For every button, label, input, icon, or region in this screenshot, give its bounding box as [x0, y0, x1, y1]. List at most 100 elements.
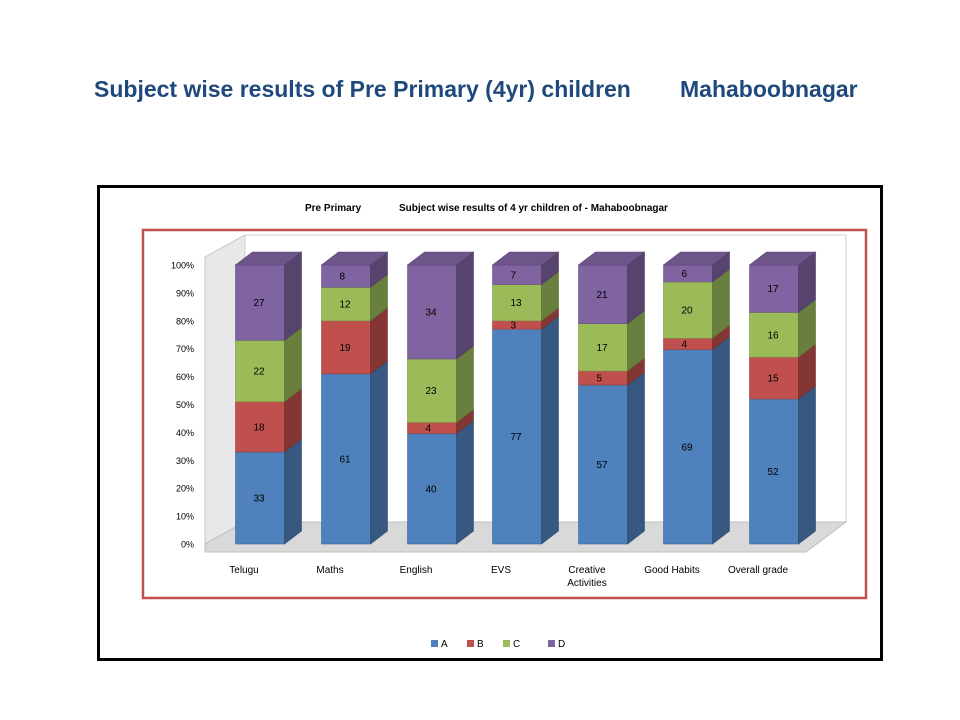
bar-segment: 7: [491, 251, 560, 286]
bar-front: [663, 281, 713, 339]
legend-item: A: [431, 639, 448, 650]
bar-segment: 27: [234, 251, 303, 341]
bar-segment: 33: [235, 438, 302, 545]
x-tick-label: EVS: [491, 565, 511, 576]
bar-segment: 19: [321, 307, 388, 375]
bar-stack: 69 4 20 6: [662, 251, 731, 545]
y-tick-label: 40%: [176, 428, 194, 438]
bar-segment: 13: [492, 270, 559, 322]
bar-front: [492, 320, 542, 330]
data-label: 15: [768, 373, 780, 384]
bar-front: [235, 451, 285, 545]
legend-swatch: [431, 640, 438, 647]
legend-item: B: [467, 639, 484, 650]
bar-side: [456, 251, 474, 360]
bar-front: [578, 264, 628, 324]
bar-front: [578, 370, 628, 386]
data-label: 69: [682, 442, 694, 453]
bar-segment: 61: [321, 360, 388, 545]
legend-item: D: [548, 639, 565, 650]
x-axis: Telugu Maths English EVS Creative Activities G…: [229, 565, 788, 589]
data-label: 34: [426, 307, 438, 318]
data-label: 17: [597, 343, 609, 354]
legend-swatch: [548, 640, 555, 647]
bar-segment: 20: [663, 268, 730, 339]
bar-side: [456, 345, 474, 424]
chart-title-right: Subject wise results of 4 yr children of…: [399, 203, 668, 214]
bar-stack: 40 4 23 34: [406, 251, 475, 545]
bar-side: [284, 438, 302, 545]
bar-front: [321, 373, 371, 545]
legend-label: C: [513, 639, 520, 650]
bar-top: [320, 251, 389, 266]
bar-front: [321, 320, 371, 375]
bars: 33 18 22 27 61 19 12 8 40 4 23 34 77 3 13 7 57 5 17 21 69 4 20…: [234, 251, 817, 545]
bar-segment: 21: [577, 251, 646, 325]
bar-front: [235, 264, 285, 341]
slide-title-district: Mahaboobnagar: [680, 76, 858, 102]
bar-top: [662, 251, 731, 266]
bar-front: [492, 264, 542, 285]
bar-front: [492, 284, 542, 322]
y-tick-label: 80%: [176, 316, 194, 326]
x-tick-label: Creative Activities: [567, 565, 606, 589]
data-label: 22: [254, 367, 266, 378]
bar-segment: 57: [578, 371, 645, 545]
data-label: 61: [340, 454, 352, 465]
bar-segment: 40: [407, 419, 474, 545]
data-label: 23: [426, 386, 438, 397]
data-label: 17: [768, 284, 780, 295]
bar-top: [577, 251, 646, 266]
bar-side: [541, 315, 559, 545]
y-axis: 0% 10% 20% 30% 40% 50% 60% 70% 80% 90% 100%: [171, 261, 194, 550]
data-label: 7: [511, 270, 517, 281]
bar-segment: 8: [320, 251, 389, 288]
data-label: 8: [340, 272, 346, 283]
bar-side: [627, 371, 645, 545]
bar-front: [321, 287, 371, 322]
y-tick-label: 30%: [176, 456, 194, 466]
data-label: 3: [511, 320, 517, 331]
legend: A B C D: [431, 639, 565, 650]
bar-stack: 33 18 22 27: [234, 251, 303, 545]
bar-stack: 57 5 17 21: [577, 251, 646, 545]
bar-segment: 22: [235, 326, 302, 403]
bar-top: [748, 251, 817, 266]
data-label: 13: [511, 298, 523, 309]
bar-front: [663, 264, 713, 283]
bar-segment: 17: [748, 251, 817, 314]
bar-front: [407, 433, 457, 545]
bar-segment: 16: [749, 298, 816, 358]
bar-side: [712, 335, 730, 545]
bar-front: [407, 422, 457, 434]
data-label: 21: [597, 290, 609, 301]
bar-segment: 69: [663, 335, 730, 545]
bar-front: [749, 398, 799, 545]
y-tick-label: 100%: [171, 261, 194, 271]
x-tick-label: Good Habits: [644, 565, 700, 576]
bar-segment: 6: [662, 251, 731, 283]
y-tick-label: 70%: [176, 344, 194, 354]
x-tick-label: Telugu: [229, 565, 258, 576]
bar-front: [749, 312, 799, 358]
data-label: 5: [597, 373, 603, 384]
bar-side: [370, 360, 388, 545]
x-tick-label: English: [400, 565, 433, 576]
y-tick-label: 10%: [176, 512, 194, 522]
y-tick-label: 90%: [176, 288, 194, 298]
y-tick-label: 20%: [176, 484, 194, 494]
data-label: 12: [340, 300, 352, 311]
bar-front: [663, 337, 713, 350]
bar-side: [456, 419, 474, 545]
bar-side: [284, 251, 302, 341]
bar-top: [234, 251, 303, 266]
bar-stack: 52 15 16 17: [748, 251, 817, 545]
bar-stack: 61 19 12 8: [320, 251, 389, 545]
bar-segment: 18: [235, 388, 302, 453]
bar-front: [407, 264, 457, 360]
plot-area-border: [141, 228, 868, 600]
bar-front: [663, 349, 713, 545]
y-tick-label: 60%: [176, 372, 194, 382]
legend-label: D: [558, 639, 565, 650]
